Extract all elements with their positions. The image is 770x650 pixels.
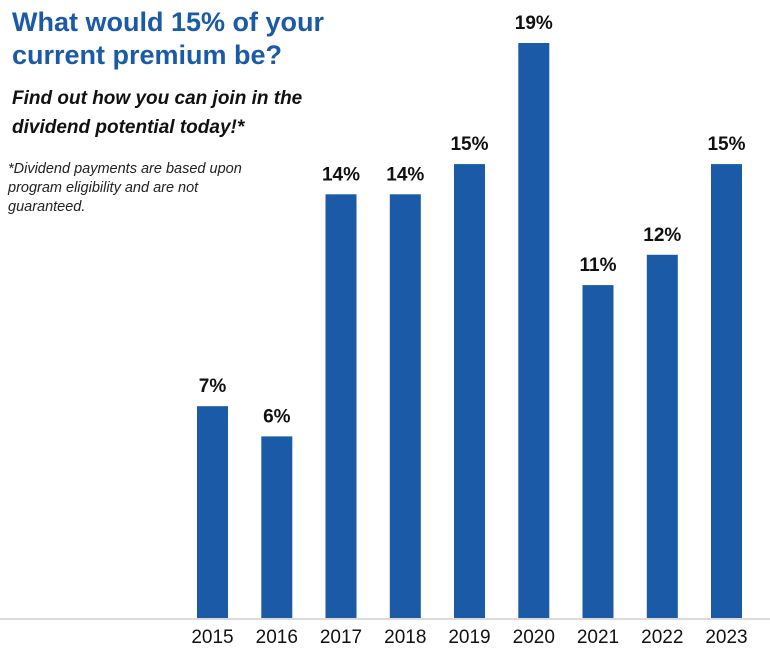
bar-group	[197, 43, 742, 619]
x-tick-label-2016: 2016	[256, 627, 298, 648]
value-label-2015: 7%	[199, 376, 227, 397]
bar-2020	[518, 43, 550, 618]
value-label-2016: 6%	[263, 406, 291, 427]
bar-2016	[261, 436, 293, 618]
bar-2019	[454, 164, 485, 618]
x-tick-label-2023: 2023	[705, 627, 747, 648]
bar-2015	[197, 406, 228, 618]
x-tick-label-2019: 2019	[448, 627, 490, 648]
value-label-2017: 14%	[322, 164, 360, 185]
dividend-disclaimer: *Dividend payments are based upon progra…	[8, 161, 242, 215]
value-label-group: 7% 6% 14% 14% 15% 19% 11% 12% 15%	[199, 13, 746, 427]
value-label-2020: 19%	[515, 13, 553, 34]
tick-label-group: 2015 2016 2017 2018 2019 2020 2021 2022 2023	[191, 627, 747, 648]
chart-title: What would 15% of your current premium b…	[12, 7, 325, 70]
value-label-2022: 12%	[643, 225, 681, 246]
chart-subtitle: Find out how you can join in the dividen…	[12, 88, 303, 138]
value-label-2023: 15%	[707, 134, 745, 155]
x-tick-label-2017: 2017	[320, 627, 362, 648]
bar-2022	[646, 254, 678, 619]
value-label-2018: 14%	[386, 164, 424, 185]
value-label-2021: 11%	[580, 255, 617, 276]
bar-2023	[711, 164, 742, 618]
bar-2021	[582, 285, 614, 618]
x-tick-label-2022: 2022	[641, 627, 683, 648]
x-tick-label-2020: 2020	[513, 627, 555, 648]
value-label-2019: 15%	[450, 134, 488, 155]
x-tick-label-2021: 2021	[577, 627, 619, 648]
bar-2018	[389, 194, 421, 619]
x-tick-label-2015: 2015	[191, 627, 233, 648]
x-tick-label-2018: 2018	[384, 627, 426, 648]
bar-2017	[325, 194, 357, 619]
